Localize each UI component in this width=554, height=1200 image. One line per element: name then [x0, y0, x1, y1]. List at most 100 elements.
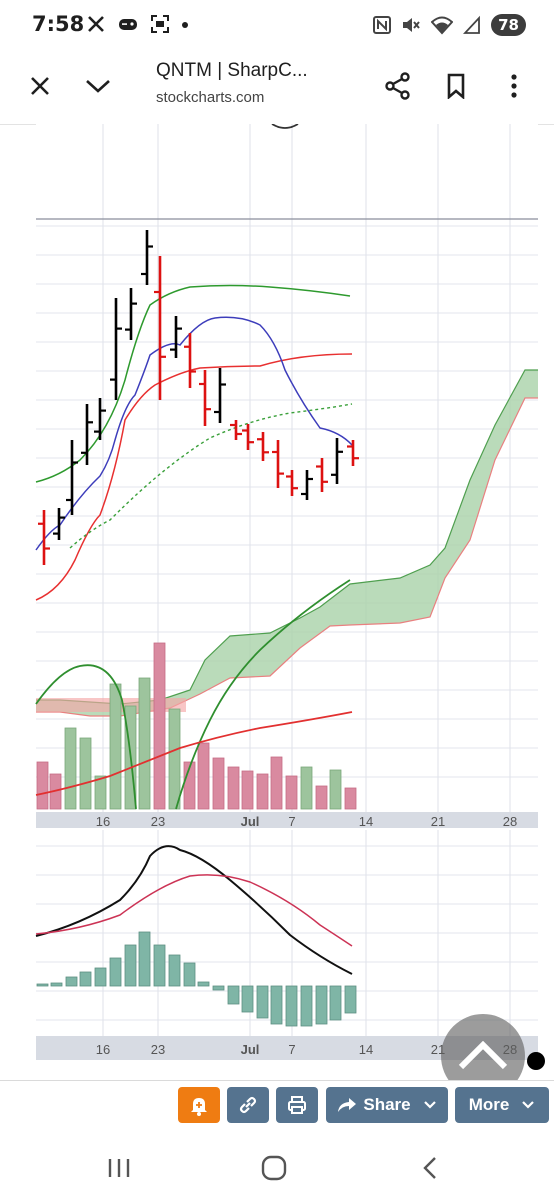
macd-histogram-bar: [285, 985, 298, 1027]
alert-button[interactable]: [178, 1087, 220, 1123]
home-button[interactable]: [244, 1148, 304, 1188]
macd-histogram-bar: [50, 982, 63, 987]
volume-bar: [36, 761, 49, 810]
battery-level: 78: [491, 14, 526, 36]
price-bar: [125, 288, 137, 340]
nfc-icon: [373, 16, 392, 34]
recent-apps-button[interactable]: [89, 1148, 149, 1188]
bell-plus-icon: [191, 1098, 207, 1116]
macd-histogram-bar: [36, 983, 49, 987]
volume-bar: [64, 727, 77, 810]
price-bar: [81, 404, 93, 465]
link-icon: [239, 1096, 257, 1114]
game-controller-icon: [119, 19, 138, 31]
macd-histogram-bar: [109, 957, 122, 987]
status-right: 78: [373, 12, 526, 38]
x-tick-label: 21: [431, 814, 445, 829]
macd-line: [35, 845, 353, 975]
macd-histogram-bar: [153, 944, 166, 987]
signal-line: [35, 874, 353, 947]
bollinger-lower: [35, 353, 353, 601]
x-tick-label: 23: [151, 814, 165, 829]
chevron-down-icon: [423, 1101, 436, 1109]
volume-bar: [197, 742, 210, 810]
page-title: QNTM | SharpC...: [156, 60, 308, 81]
close-button[interactable]: [18, 64, 62, 108]
x-tick-label: 16: [96, 1042, 110, 1057]
macd-histogram-bar: [300, 985, 313, 1027]
price-bar: [94, 398, 106, 440]
moving-average-blue: [35, 316, 353, 551]
volume-bar: [315, 785, 328, 810]
bookmark-button[interactable]: [434, 64, 478, 108]
macd-histogram-bar: [94, 967, 107, 987]
price-bar: [230, 420, 242, 440]
macd-histogram-bar: [65, 976, 78, 987]
macd-histogram-bar: [168, 954, 181, 987]
volume-bar: [94, 775, 107, 810]
print-button[interactable]: [276, 1087, 318, 1123]
lagging-line: [175, 579, 351, 810]
x-tick-label: 7: [288, 814, 295, 829]
x-axis-strip: [36, 812, 538, 828]
price-bar: [301, 470, 313, 500]
chart-area[interactable]: 1623Jul71421281623Jul7142128: [0, 124, 554, 1080]
x-tick-label: Jul: [241, 1042, 260, 1057]
price-bar: [38, 510, 50, 565]
bookmark-icon: [447, 73, 465, 99]
home-icon: [261, 1155, 287, 1181]
notification-icons: [86, 13, 189, 34]
macd-histogram-bar: [270, 985, 283, 1025]
expand-button[interactable]: [76, 64, 120, 108]
volume-bar: [270, 756, 283, 810]
share-label: Share: [363, 1095, 411, 1114]
price-bar: [110, 298, 122, 400]
menu-button[interactable]: [492, 64, 536, 108]
price-bar: [347, 440, 359, 466]
macd-histogram-bar: [344, 985, 357, 1014]
volume-bar: [300, 766, 313, 810]
more-label: More: [468, 1095, 510, 1114]
macd-histogram-bar: [241, 985, 254, 1013]
dotted-average: [69, 403, 353, 549]
volume-bar: [79, 737, 92, 810]
price-bar: [214, 368, 226, 423]
printer-icon: [288, 1096, 306, 1114]
more-vertical-icon: [511, 74, 517, 98]
lagging-line: [35, 664, 137, 810]
chart-svg[interactable]: 1623Jul71421281623Jul7142128: [0, 124, 554, 1080]
share-icon: [385, 72, 410, 100]
volume-bar: [329, 769, 342, 810]
more-button[interactable]: More: [455, 1087, 549, 1123]
price-bar: [141, 230, 153, 285]
x-tick-label: 14: [359, 814, 373, 829]
chevron-down-icon: [522, 1101, 535, 1109]
share-arrow-icon: [338, 1098, 357, 1112]
price-bar: [286, 470, 298, 496]
macd-histogram-bar: [256, 985, 269, 1019]
screenshot-icon: [151, 15, 170, 34]
status-bar: 7:58 78: [0, 0, 554, 52]
price-bar: [272, 440, 284, 488]
macd-histogram-bar: [212, 985, 225, 991]
volume-bar: [285, 775, 298, 810]
dot-icon: [182, 22, 189, 29]
x-tick-label: 7: [288, 1042, 295, 1057]
price-bar: [53, 508, 65, 540]
volume-bar: [153, 642, 166, 810]
macd-histogram-bar: [138, 931, 151, 987]
link-button[interactable]: [227, 1087, 269, 1123]
system-nav-bar: [0, 1134, 554, 1200]
price-bar: [66, 440, 78, 515]
share-page-button[interactable]: [376, 64, 420, 108]
x-tick-label: 16: [96, 814, 110, 829]
page-url: stockcharts.com: [156, 89, 265, 106]
x-tick-label: 23: [151, 1042, 165, 1057]
price-bar: [242, 424, 254, 450]
price-bar: [154, 256, 166, 400]
share-button[interactable]: Share: [326, 1087, 448, 1123]
price-bar: [199, 370, 211, 426]
signal-icon: [463, 15, 481, 34]
volume-bar: [256, 773, 269, 810]
back-button[interactable]: [400, 1148, 460, 1188]
